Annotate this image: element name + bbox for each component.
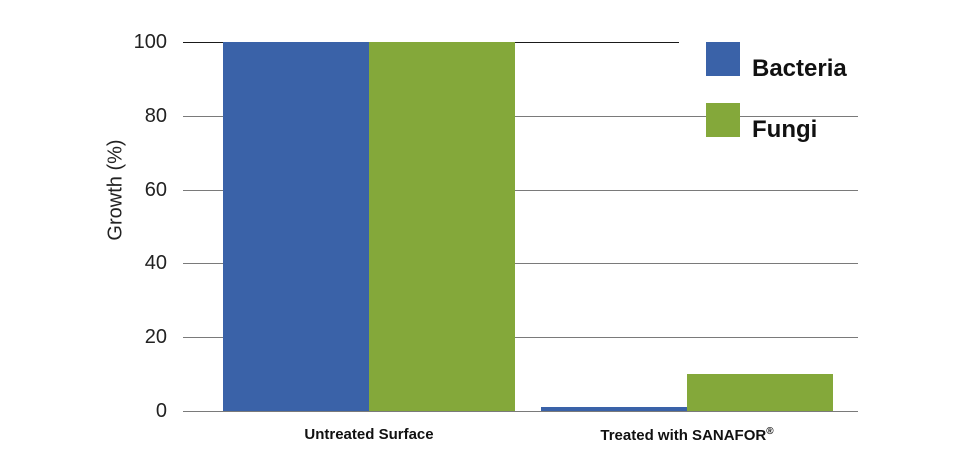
x-tick-label: Untreated Surface <box>304 426 434 443</box>
gridline <box>183 190 858 191</box>
gridline <box>183 116 858 117</box>
gridline <box>183 263 858 264</box>
bar-bacteria <box>541 407 687 411</box>
y-tick-label: 80 <box>144 105 167 127</box>
bar-fungi <box>687 374 833 411</box>
x-tick-label: Treated with SANAFOR® <box>600 426 774 444</box>
legend-swatch-bacteria <box>706 42 740 76</box>
legend-swatch-fungi <box>706 103 740 137</box>
gridline <box>183 337 858 338</box>
legend-label-bacteria: Bacteria <box>752 55 847 82</box>
y-tick-label: 20 <box>144 326 167 348</box>
legend-label-fungi: Fungi <box>752 116 818 143</box>
gridline <box>183 411 858 412</box>
bar-bacteria <box>223 42 369 411</box>
y-tick-label: 40 <box>144 252 167 274</box>
y-tick-label: 100 <box>133 31 167 53</box>
y-tick-label: 60 <box>144 179 167 201</box>
y-tick-label: 0 <box>155 400 167 422</box>
bar-fungi <box>369 42 515 411</box>
